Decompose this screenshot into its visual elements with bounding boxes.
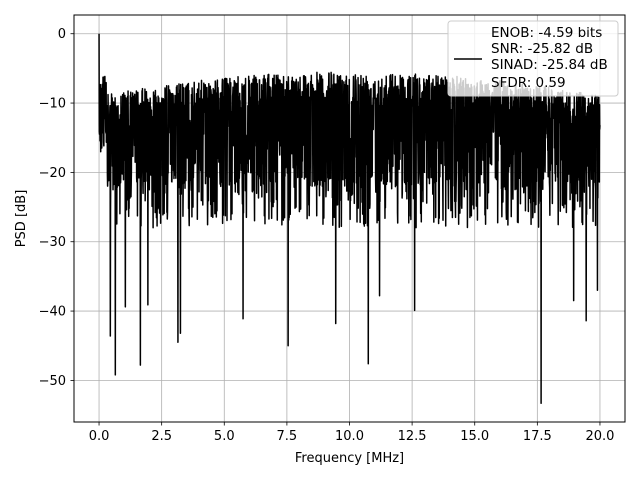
x-tick-label: 0.0 — [89, 429, 110, 444]
y-tick-label: 0 — [58, 27, 66, 42]
y-axis: 0 −10 −20 −30 −40 −50 — [39, 27, 74, 389]
x-tick-label: 2.5 — [151, 429, 172, 444]
x-tick-label: 7.5 — [277, 429, 298, 444]
legend-box — [447, 20, 619, 97]
legend-sinad: SINAD: -25.84 dB — [491, 57, 608, 73]
x-tick-label: 20.0 — [585, 429, 614, 444]
y-axis-label: PSD [dB] — [14, 190, 29, 248]
y-tick-label: −20 — [39, 166, 66, 181]
legend-snr: SNR: -25.82 dB — [491, 41, 593, 57]
x-tick-label: 15.0 — [460, 429, 489, 444]
legend-sfdr: SFDR: 0.59 — [491, 75, 566, 91]
legend: ENOB: -4.59 bits SNR: -25.82 dB SINAD: -… — [447, 20, 619, 97]
legend-label: ENOB: -4.59 bits SNR: -25.82 dB SINAD: -… — [491, 25, 612, 91]
x-axis-label: Frequency [MHz] — [295, 451, 404, 466]
x-tick-label: 5.0 — [214, 429, 235, 444]
x-tick-label: 17.5 — [523, 429, 552, 444]
y-tick-label: −30 — [39, 235, 66, 250]
x-axis: 0.0 2.5 5.0 7.5 10.0 12.5 15.0 17.5 20.0 — [89, 422, 614, 444]
legend-enob: ENOB: -4.59 bits — [491, 25, 602, 41]
x-tick-label: 12.5 — [398, 429, 427, 444]
y-tick-label: −40 — [39, 305, 66, 320]
x-tick-label: 10.0 — [335, 429, 364, 444]
y-tick-label: −50 — [39, 374, 66, 389]
y-tick-label: −10 — [39, 97, 66, 112]
